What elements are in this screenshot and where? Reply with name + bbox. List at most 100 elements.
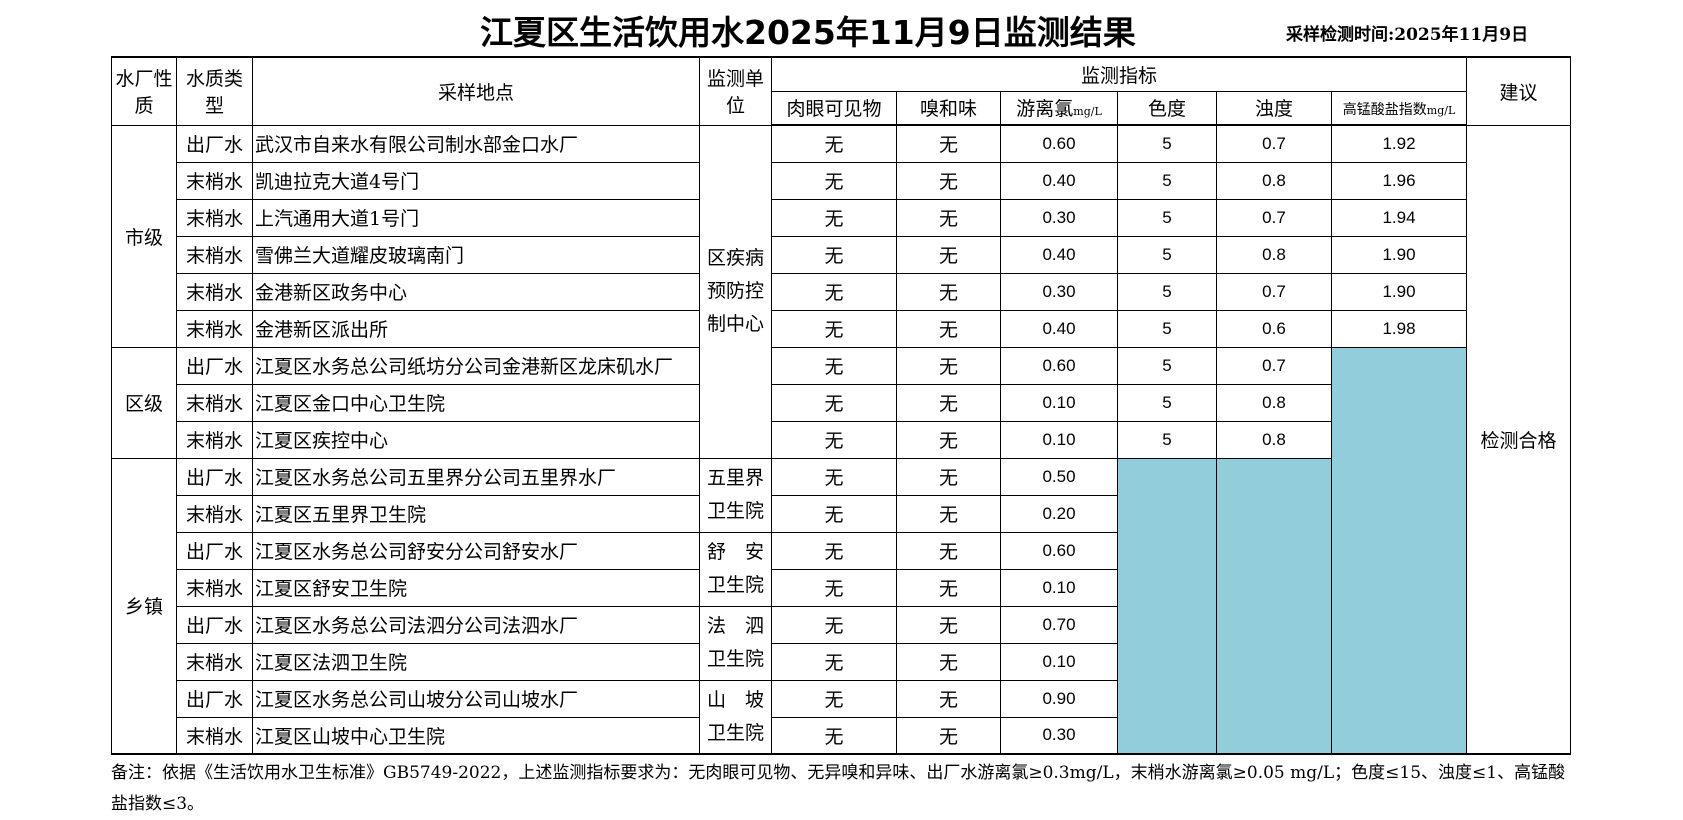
chlorine-cell: 0.60	[1000, 346, 1118, 385]
color-cell: 5	[1117, 161, 1217, 200]
table-row: 区级 出厂水 江夏区水务总公司纸坊分公司金港新区龙床矶水厂无无 0.60 5 0.7	[111, 346, 1571, 755]
water-type-cell: 出厂水	[176, 346, 253, 385]
permanganate-cell: 1.92	[1330, 124, 1468, 163]
permanganate-cell: 1.96	[1330, 161, 1468, 200]
water-type-cell: 出厂水	[176, 679, 253, 718]
odor-cell: 无	[896, 420, 1001, 459]
odor-cell: 无	[896, 494, 1001, 533]
location-cell: 江夏区金口中心卫生院	[252, 383, 700, 422]
chlorine-cell: 0.30	[1000, 272, 1118, 311]
permanganate-cell: 1.94	[1330, 198, 1468, 237]
location-cell: 江夏区水务总公司法泗分公司法泗水厂	[252, 605, 700, 644]
location-cell: 金港新区政务中心	[252, 272, 700, 311]
visible-cell: 无	[771, 531, 897, 570]
color-cell: 5	[1117, 198, 1217, 237]
color-cell-empty	[1117, 457, 1217, 755]
location-cell: 江夏区水务总公司舒安分公司舒安水厂	[252, 531, 700, 570]
unit-label: 法 泗卫生院	[707, 615, 765, 670]
visible-cell: 无	[771, 568, 897, 607]
table-row: 市级 出厂水 武汉市自来水有限公司制水部金口水厂 区疾病预防控制中心无无 0.60 5 0.…	[111, 124, 1572, 755]
turbidity-cell: 0.8	[1216, 420, 1332, 459]
chlorine-cell: 0.40	[1000, 161, 1118, 200]
odor-cell: 无	[896, 198, 1001, 237]
location-cell: 江夏区法泗卫生院	[252, 642, 700, 681]
turbidity-cell: 0.7	[1216, 198, 1332, 237]
table-row: 末梢水 江夏区法泗卫生院无无 0.10	[112, 642, 1571, 681]
chlorine-cell: 0.70	[1000, 605, 1118, 644]
chlorine-cell: 0.30	[1000, 198, 1118, 237]
odor-cell: 无	[896, 272, 1001, 311]
unit-cell: 区疾病预防控制中心	[699, 124, 772, 459]
location-cell: 雪佛兰大道耀皮玻璃南门	[252, 235, 700, 274]
color-cell: 5	[1117, 309, 1217, 348]
header-visible: 肉眼可见物	[771, 90, 897, 126]
header-permanganate-label: 高锰酸盐指数	[1342, 101, 1427, 118]
turbidity-cell: 0.8	[1216, 161, 1332, 200]
color-cell: 5	[1117, 383, 1217, 422]
table-row: 末梢水 江夏区疾控中心无无 0.10 5 0.8	[112, 420, 1571, 459]
odor-cell: 无	[896, 309, 1001, 348]
odor-cell: 无	[896, 679, 1001, 718]
odor-cell: 无	[896, 716, 1001, 755]
header-location: 采样地点	[252, 56, 700, 126]
plant-type-cell: 区级	[111, 346, 177, 459]
location-cell: 江夏区水务总公司山坡分公司山坡水厂	[252, 679, 700, 718]
color-cell: 5	[1117, 235, 1217, 274]
monitoring-table: 水厂性质 水质类型 采样地点 监测单位 监测指标 建议 肉眼可见物 嗅和味 游离…	[111, 56, 1572, 755]
visible-cell: 无	[771, 235, 897, 274]
water-type-cell: 末梢水	[176, 161, 253, 200]
location-cell: 江夏区水务总公司纸坊分公司金港新区龙床矶水厂	[252, 346, 700, 385]
table-row: 末梢水 江夏区山坡中心卫生院无无 0.30	[112, 716, 1571, 755]
visible-cell: 无	[771, 272, 897, 311]
visible-cell: 无	[771, 198, 897, 237]
unit-cell: 山 坡卫生院	[699, 679, 772, 755]
odor-cell: 无	[896, 124, 1001, 163]
visible-cell: 无	[771, 161, 897, 200]
unit-label: 五里界卫生院	[707, 467, 765, 522]
chlorine-cell: 0.10	[1000, 642, 1118, 681]
location-cell: 金港新区派出所	[252, 309, 700, 348]
water-type-cell: 末梢水	[176, 309, 253, 348]
unit-label: 山 坡卫生院	[707, 688, 765, 744]
odor-cell: 无	[896, 642, 1001, 681]
visible-cell: 无	[771, 679, 897, 718]
advice-cell: 检测合格	[1466, 124, 1572, 755]
location-cell: 江夏区水务总公司五里界分公司五里界水厂	[252, 457, 700, 496]
location-cell: 武汉市自来水有限公司制水部金口水厂	[252, 124, 700, 163]
table-row: 末梢水 雪佛兰大道耀皮玻璃南门无无 0.40 5 0.8 1.90	[112, 235, 1571, 274]
color-cell: 5	[1117, 420, 1217, 459]
visible-cell: 无	[771, 494, 897, 533]
visible-cell: 无	[771, 309, 897, 348]
page-title: 江夏区生活饮用水2025年11月9日监测结果	[480, 13, 1136, 52]
plant-type-cell: 市级	[111, 124, 177, 348]
color-cell: 5	[1117, 272, 1217, 311]
color-cell: 5	[1117, 124, 1217, 163]
water-type-cell: 出厂水	[176, 605, 253, 644]
visible-cell: 无	[771, 346, 897, 385]
turbidity-cell: 0.8	[1216, 235, 1332, 274]
sample-time: 采样检测时间:2025年11月9日	[1286, 25, 1529, 45]
visible-cell: 无	[771, 420, 897, 459]
permanganate-cell: 1.98	[1330, 309, 1468, 348]
table-row: 出厂水 江夏区水务总公司舒安分公司舒安水厂舒 安卫生院无无 0.60	[112, 531, 1571, 607]
header-permanganate: 高锰酸盐指数mg/L	[1330, 90, 1468, 126]
water-type-cell: 末梢水	[176, 716, 253, 755]
unit-cell: 法 泗卫生院	[699, 605, 772, 681]
water-type-cell: 末梢水	[176, 568, 253, 607]
water-type-cell: 出厂水	[176, 531, 253, 570]
visible-cell: 无	[771, 383, 897, 422]
water-type-cell: 末梢水	[176, 642, 253, 681]
odor-cell: 无	[896, 457, 1001, 496]
location-cell: 凯迪拉克大道4号门	[252, 161, 700, 200]
odor-cell: 无	[896, 531, 1001, 570]
chlorine-cell: 0.20	[1000, 494, 1118, 533]
water-type-cell: 末梢水	[176, 420, 253, 459]
table-row: 末梢水 江夏区金口中心卫生院无无 0.10 5 0.8	[112, 383, 1571, 422]
header-unit: 监测单位	[699, 56, 772, 126]
odor-cell: 无	[896, 161, 1001, 200]
permanganate-cell-empty	[1330, 346, 1468, 755]
header-chlorine-unit: mg/L	[1073, 105, 1102, 119]
water-type-cell: 末梢水	[176, 198, 253, 237]
header-odor: 嗅和味	[896, 90, 1001, 126]
header-water-type: 水质类型	[176, 56, 253, 126]
